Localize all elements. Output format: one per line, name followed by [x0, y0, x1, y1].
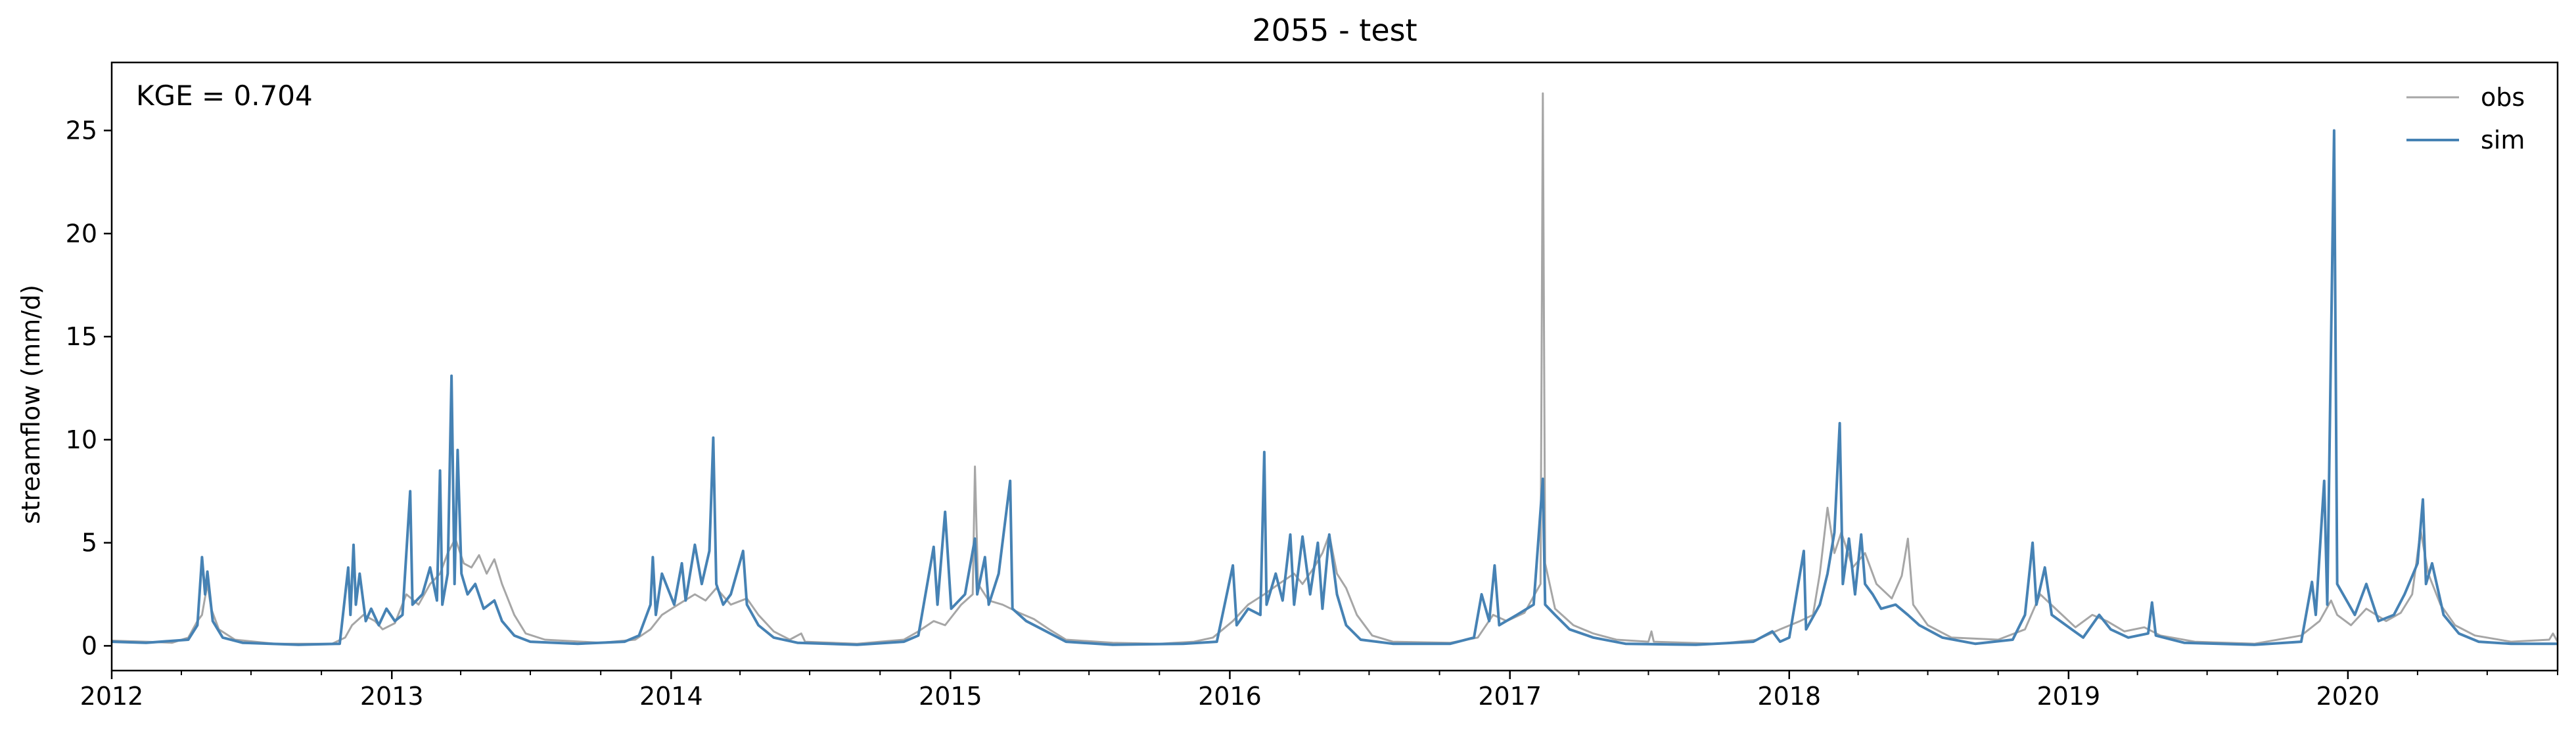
y-axis: 0 5 10 15 20 25 — [66, 116, 112, 660]
y-tick-label: 5 — [81, 529, 97, 557]
legend: obs sim — [2406, 83, 2525, 154]
y-tick-label: 10 — [66, 425, 97, 454]
y-tick-label: 15 — [66, 322, 97, 351]
kge-annotation: KGE = 0.704 — [136, 80, 313, 112]
x-tick-label: 2015 — [919, 682, 982, 711]
x-tick-label: 2016 — [1198, 682, 1262, 711]
series-layer — [112, 92, 2558, 646]
plot-frame — [110, 61, 2559, 672]
y-axis-label: streamflow (mm/d) — [16, 285, 45, 524]
y-tick-label: 0 — [81, 631, 97, 660]
chart-title: 2055 - test — [1252, 12, 1417, 48]
x-axis: 2012 2013 2014 2015 2016 2017 2018 2019 2020 — [80, 671, 2558, 711]
y-tick-label: 20 — [66, 219, 97, 248]
x-tick-label: 2019 — [2036, 682, 2100, 711]
x-tick-label: 2018 — [1757, 682, 1821, 711]
x-tick-label: 2012 — [80, 682, 144, 711]
plot-area: 2012 2013 2014 2015 2016 2017 2018 2019 2020 051… — [66, 61, 2559, 711]
x-tick-label: 2017 — [1478, 682, 1542, 711]
legend-label-obs: obs — [2481, 83, 2525, 112]
series-line-obs — [112, 92, 2558, 645]
x-tick-label: 2014 — [639, 682, 703, 711]
legend-label-sim: sim — [2481, 126, 2525, 154]
x-tick-label: 2013 — [360, 682, 424, 711]
x-tick-label: 2020 — [2316, 682, 2380, 711]
series-line-sim — [112, 129, 2558, 646]
y-tick-label: 25 — [66, 116, 97, 145]
